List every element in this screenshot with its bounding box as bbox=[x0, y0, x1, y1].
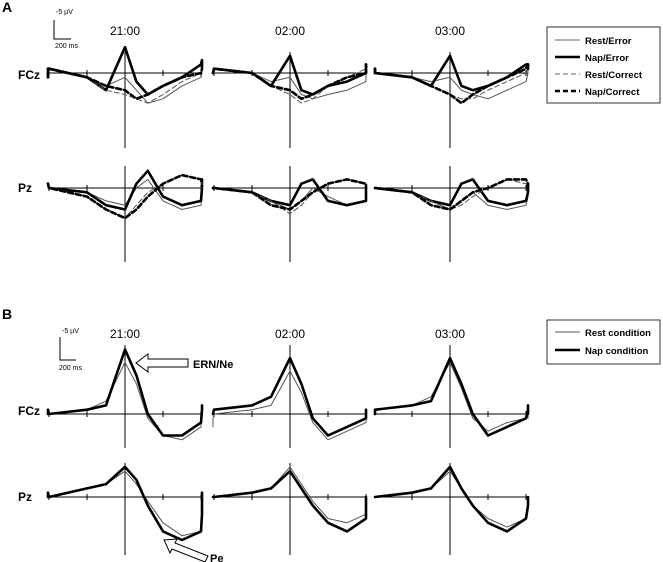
series-line-nap-condition-b-pz-0300 bbox=[373, 465, 530, 533]
panel-b-scale-amplitude: -5 µV bbox=[62, 328, 79, 335]
panel-a-legend: Rest/Error Nap/Error Rest/Correct Nap/Co… bbox=[546, 26, 661, 104]
erp-plot-a-pz-2100 bbox=[46, 166, 204, 262]
erp-plot-b-fcz-2100 bbox=[46, 345, 204, 448]
series-line-nap-condition-b-fcz-0300 bbox=[373, 356, 530, 437]
erp-plot-b-fcz-0200 bbox=[211, 345, 368, 448]
panel-b-time-2: 02:00 bbox=[275, 327, 305, 341]
panel-a-time-2: 02:00 bbox=[275, 24, 305, 38]
series-line-rest-correct-a-pz-0300 bbox=[374, 178, 529, 210]
legend-label-rest-error: Rest/Error bbox=[585, 36, 632, 47]
erp-plot-a-fcz-2100 bbox=[46, 45, 204, 148]
erp-plot-b-pz-0300 bbox=[373, 463, 530, 555]
panel-a-electrode-fcz: FCz bbox=[18, 68, 40, 82]
panel-a-electrode-pz: Pz bbox=[18, 181, 32, 195]
panel-a-letter: A bbox=[2, 0, 12, 15]
series-line-nap-correct-a-pz-0300 bbox=[373, 178, 530, 211]
legend-label-nap-condition: Nap condition bbox=[585, 346, 649, 357]
erp-plot-b-pz-0200 bbox=[211, 463, 368, 555]
erp-plot-a-pz-0300 bbox=[373, 166, 530, 262]
pe-label: Pe bbox=[210, 553, 223, 562]
panel-b-electrode-fcz: FCz bbox=[18, 404, 40, 418]
series-line-nap-correct-a-fcz-0300 bbox=[373, 63, 530, 105]
erp-plot-b-pz-2100 bbox=[46, 463, 204, 555]
series-line-nap-condition-b-pz-0200 bbox=[211, 469, 368, 533]
panel-b-legend-box bbox=[546, 319, 661, 365]
pe-arrow-icon bbox=[163, 538, 209, 562]
panel-b-letter: B bbox=[2, 306, 12, 322]
legend-label-nap-correct: Nap/Correct bbox=[585, 87, 640, 98]
panel-a-scale-amplitude: -5 µV bbox=[56, 9, 73, 16]
panel-a-time-1: 21:00 bbox=[110, 24, 140, 38]
ern-label: ERN/Ne bbox=[193, 359, 233, 371]
series-line-rest-condition-b-fcz-0300 bbox=[374, 361, 529, 432]
legend-label-rest-condition: Rest condition bbox=[585, 328, 651, 339]
legend-label-nap-error: Nap/Error bbox=[585, 53, 629, 64]
series-line-nap-error-a-pz-0300 bbox=[373, 178, 530, 207]
legend-label-rest-correct: Rest/Correct bbox=[585, 70, 643, 81]
series-line-nap-correct-a-pz-2100 bbox=[46, 173, 204, 220]
erp-plots bbox=[46, 45, 530, 555]
panel-a-scale-time: 200 ms bbox=[55, 43, 78, 50]
ern-annotation: ERN/Ne bbox=[135, 353, 233, 373]
panel-a-scale-bar: -5 µV 200 ms bbox=[53, 9, 78, 50]
panel-b-time-3: 03:00 bbox=[435, 327, 465, 341]
panel-b-electrode-pz: Pz bbox=[18, 490, 32, 504]
erp-plot-a-pz-0200 bbox=[211, 166, 368, 262]
panel-a-time-3: 03:00 bbox=[435, 24, 465, 38]
series-line-rest-condition-b-pz-0300 bbox=[374, 470, 529, 528]
panel-b-scale-bar: -5 µV 200 ms bbox=[59, 328, 82, 372]
series-line-nap-correct-a-pz-0200 bbox=[211, 178, 368, 211]
erp-plot-a-fcz-0200 bbox=[211, 52, 368, 148]
erp-plot-a-fcz-0300 bbox=[373, 52, 530, 148]
erp-plot-b-fcz-0300 bbox=[373, 345, 530, 448]
pe-annotation: Pe bbox=[163, 538, 223, 562]
panel-b-legend: Rest condition Nap condition bbox=[546, 319, 661, 365]
series-line-nap-correct-a-fcz-0200 bbox=[211, 63, 368, 101]
series-line-nap-condition-b-fcz-2100 bbox=[46, 348, 204, 437]
panel-b-time-1: 21:00 bbox=[110, 327, 140, 341]
panel-b-scale-time: 200 ms bbox=[59, 365, 82, 372]
series-line-nap-condition-b-fcz-0200 bbox=[211, 356, 368, 437]
ern-arrow-icon bbox=[135, 353, 189, 373]
series-line-nap-condition-b-pz-2100 bbox=[46, 465, 204, 542]
series-line-nap-correct-a-fcz-2100 bbox=[46, 63, 204, 101]
